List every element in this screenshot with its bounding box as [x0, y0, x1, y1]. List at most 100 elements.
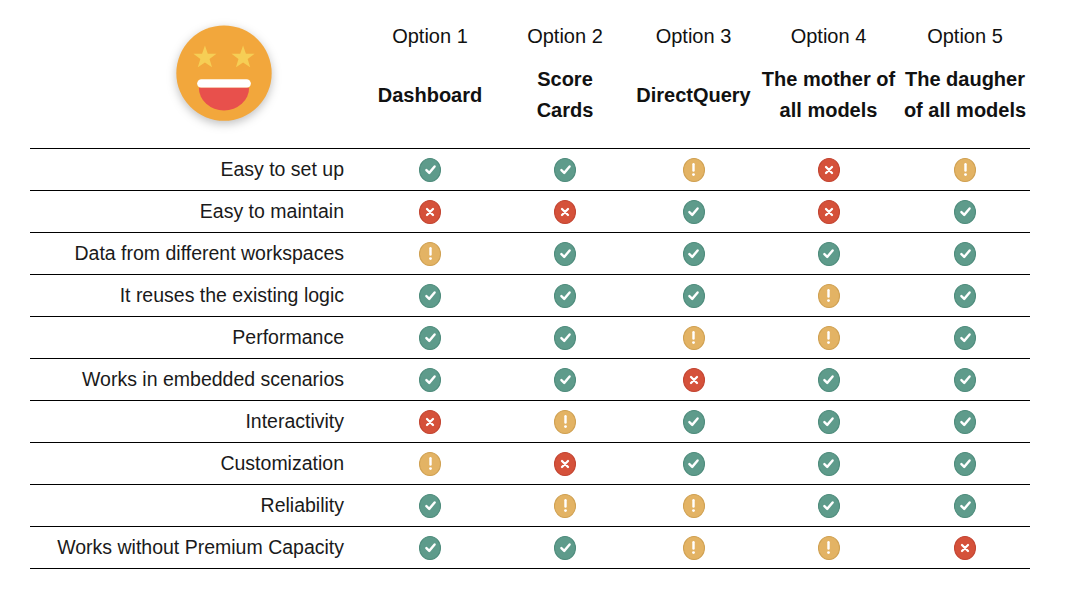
status-cell-warn — [360, 232, 500, 274]
status-cell-check — [630, 232, 757, 274]
exclamation-icon — [419, 242, 441, 266]
exclamation-icon — [683, 158, 705, 182]
row-label: Easy to maintain — [30, 190, 360, 232]
exclamation-icon — [818, 326, 840, 350]
row-label: Works in embedded scenarios — [30, 358, 360, 400]
status-cell-cross — [360, 400, 500, 442]
status-cell-check — [757, 400, 900, 442]
row-label: Interactivity — [30, 400, 360, 442]
row-label: It reuses the existing logic — [30, 274, 360, 316]
check-icon — [954, 284, 976, 308]
star-struck-emoji — [172, 22, 276, 126]
status-cell-cross — [900, 526, 1030, 568]
status-cell-check — [630, 442, 757, 484]
status-cell-warn — [757, 274, 900, 316]
option-name: The mother ofall models — [762, 48, 895, 148]
exclamation-icon — [683, 494, 705, 518]
status-cell-check — [360, 316, 500, 358]
cross-icon — [818, 158, 840, 182]
status-cell-check — [360, 148, 500, 190]
comparison-table: Option 1DashboardOption 2ScoreCardsOptio… — [30, 0, 1030, 569]
status-cell-check — [500, 232, 630, 274]
column-header-1: Option 1 Dashboard — [360, 0, 500, 148]
status-cell-check — [900, 358, 1030, 400]
status-cell-warn — [630, 526, 757, 568]
exclamation-icon — [954, 158, 976, 182]
exclamation-icon — [683, 326, 705, 350]
check-icon — [954, 452, 976, 476]
check-icon — [554, 242, 576, 266]
status-cell-check — [900, 316, 1030, 358]
option-name: The daugherof all models — [904, 48, 1026, 148]
status-cell-check — [757, 442, 900, 484]
option-name-line: Dashboard — [378, 80, 482, 111]
cross-icon — [818, 200, 840, 224]
cross-icon — [683, 368, 705, 392]
check-icon — [818, 368, 840, 392]
option-name-line: of all models — [904, 95, 1026, 126]
exclamation-icon — [554, 410, 576, 434]
check-icon — [683, 200, 705, 224]
status-cell-cross — [757, 190, 900, 232]
option-label: Option 1 — [392, 24, 468, 48]
column-header-2: Option 2ScoreCards — [500, 0, 630, 148]
status-cell-check — [360, 526, 500, 568]
exclamation-icon — [419, 452, 441, 476]
status-cell-warn — [360, 442, 500, 484]
check-icon — [954, 200, 976, 224]
option-name-line: Score — [537, 64, 593, 95]
option-name: ScoreCards — [537, 48, 594, 148]
row-label: Customization — [30, 442, 360, 484]
check-icon — [683, 284, 705, 308]
check-icon — [419, 368, 441, 392]
check-icon — [419, 284, 441, 308]
status-cell-warn — [757, 316, 900, 358]
status-cell-check — [360, 484, 500, 526]
check-icon — [683, 410, 705, 434]
status-cell-cross — [500, 442, 630, 484]
check-icon — [818, 452, 840, 476]
option-name: DirectQuery — [636, 48, 751, 148]
check-icon — [419, 326, 441, 350]
check-icon — [954, 494, 976, 518]
option-name-line: all models — [780, 95, 878, 126]
status-cell-check — [630, 274, 757, 316]
check-icon — [419, 494, 441, 518]
row-label: Data from different workspaces — [30, 232, 360, 274]
check-icon — [419, 158, 441, 182]
check-icon — [554, 536, 576, 560]
status-cell-check — [757, 232, 900, 274]
option-name-line: The daugher — [905, 64, 1025, 95]
header-emoji-cell — [30, 0, 360, 148]
status-cell-check — [500, 274, 630, 316]
column-header-5: Option 5The daugherof all models — [900, 0, 1030, 148]
status-cell-warn — [630, 484, 757, 526]
comparison-page: Option 1DashboardOption 2ScoreCardsOptio… — [0, 0, 1077, 593]
cross-icon — [554, 452, 576, 476]
row-label: Performance — [30, 316, 360, 358]
check-icon — [554, 368, 576, 392]
column-header-3: Option 3 DirectQuery — [630, 0, 757, 148]
option-name-line: DirectQuery — [636, 80, 751, 111]
cross-icon — [419, 410, 441, 434]
option-name-line: The mother of — [762, 64, 895, 95]
status-cell-check — [900, 274, 1030, 316]
exclamation-icon — [683, 536, 705, 560]
status-cell-check — [900, 484, 1030, 526]
option-label: Option 4 — [791, 24, 867, 48]
status-cell-warn — [500, 484, 630, 526]
status-cell-check — [900, 400, 1030, 442]
status-cell-check — [360, 358, 500, 400]
status-cell-cross — [757, 148, 900, 190]
option-name: Dashboard — [378, 48, 482, 148]
status-cell-warn — [500, 400, 630, 442]
column-header-4: Option 4The mother ofall models — [757, 0, 900, 148]
status-cell-check — [360, 274, 500, 316]
check-icon — [683, 452, 705, 476]
check-icon — [554, 326, 576, 350]
option-label: Option 5 — [927, 24, 1003, 48]
check-icon — [683, 242, 705, 266]
check-icon — [554, 158, 576, 182]
status-cell-warn — [630, 316, 757, 358]
option-label: Option 3 — [656, 24, 732, 48]
